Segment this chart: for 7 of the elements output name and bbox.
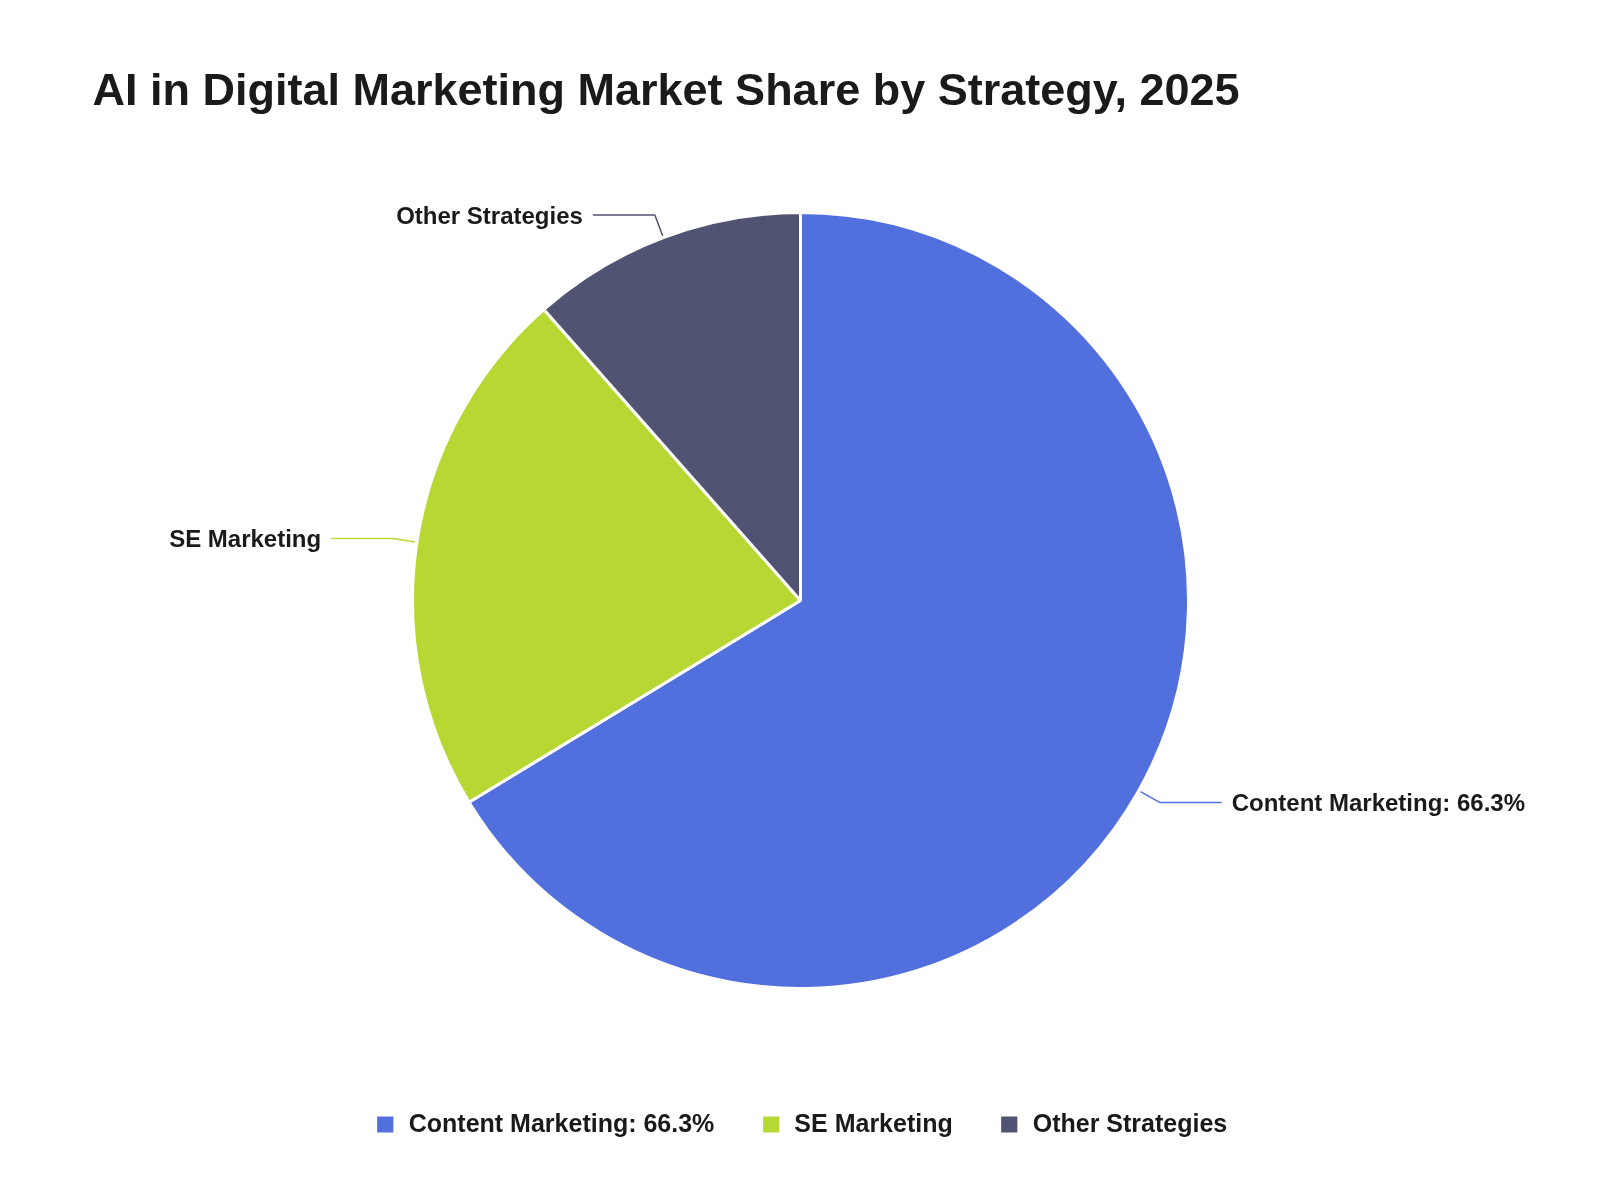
chart-title: AI in Digital Marketing Market Share by Strategy, 2025 (92, 64, 1240, 115)
legend-label: Content Marketing: 66.3% (408, 1109, 715, 1138)
slice-label: Content Marketing: 66.3% (1231, 788, 1526, 816)
slice-label: Other Strategies (396, 201, 583, 229)
slice-label: SE Marketing (169, 525, 322, 553)
legend-label: Other Strategies (1032, 1109, 1228, 1138)
legend-label: SE Marketing (794, 1109, 953, 1138)
